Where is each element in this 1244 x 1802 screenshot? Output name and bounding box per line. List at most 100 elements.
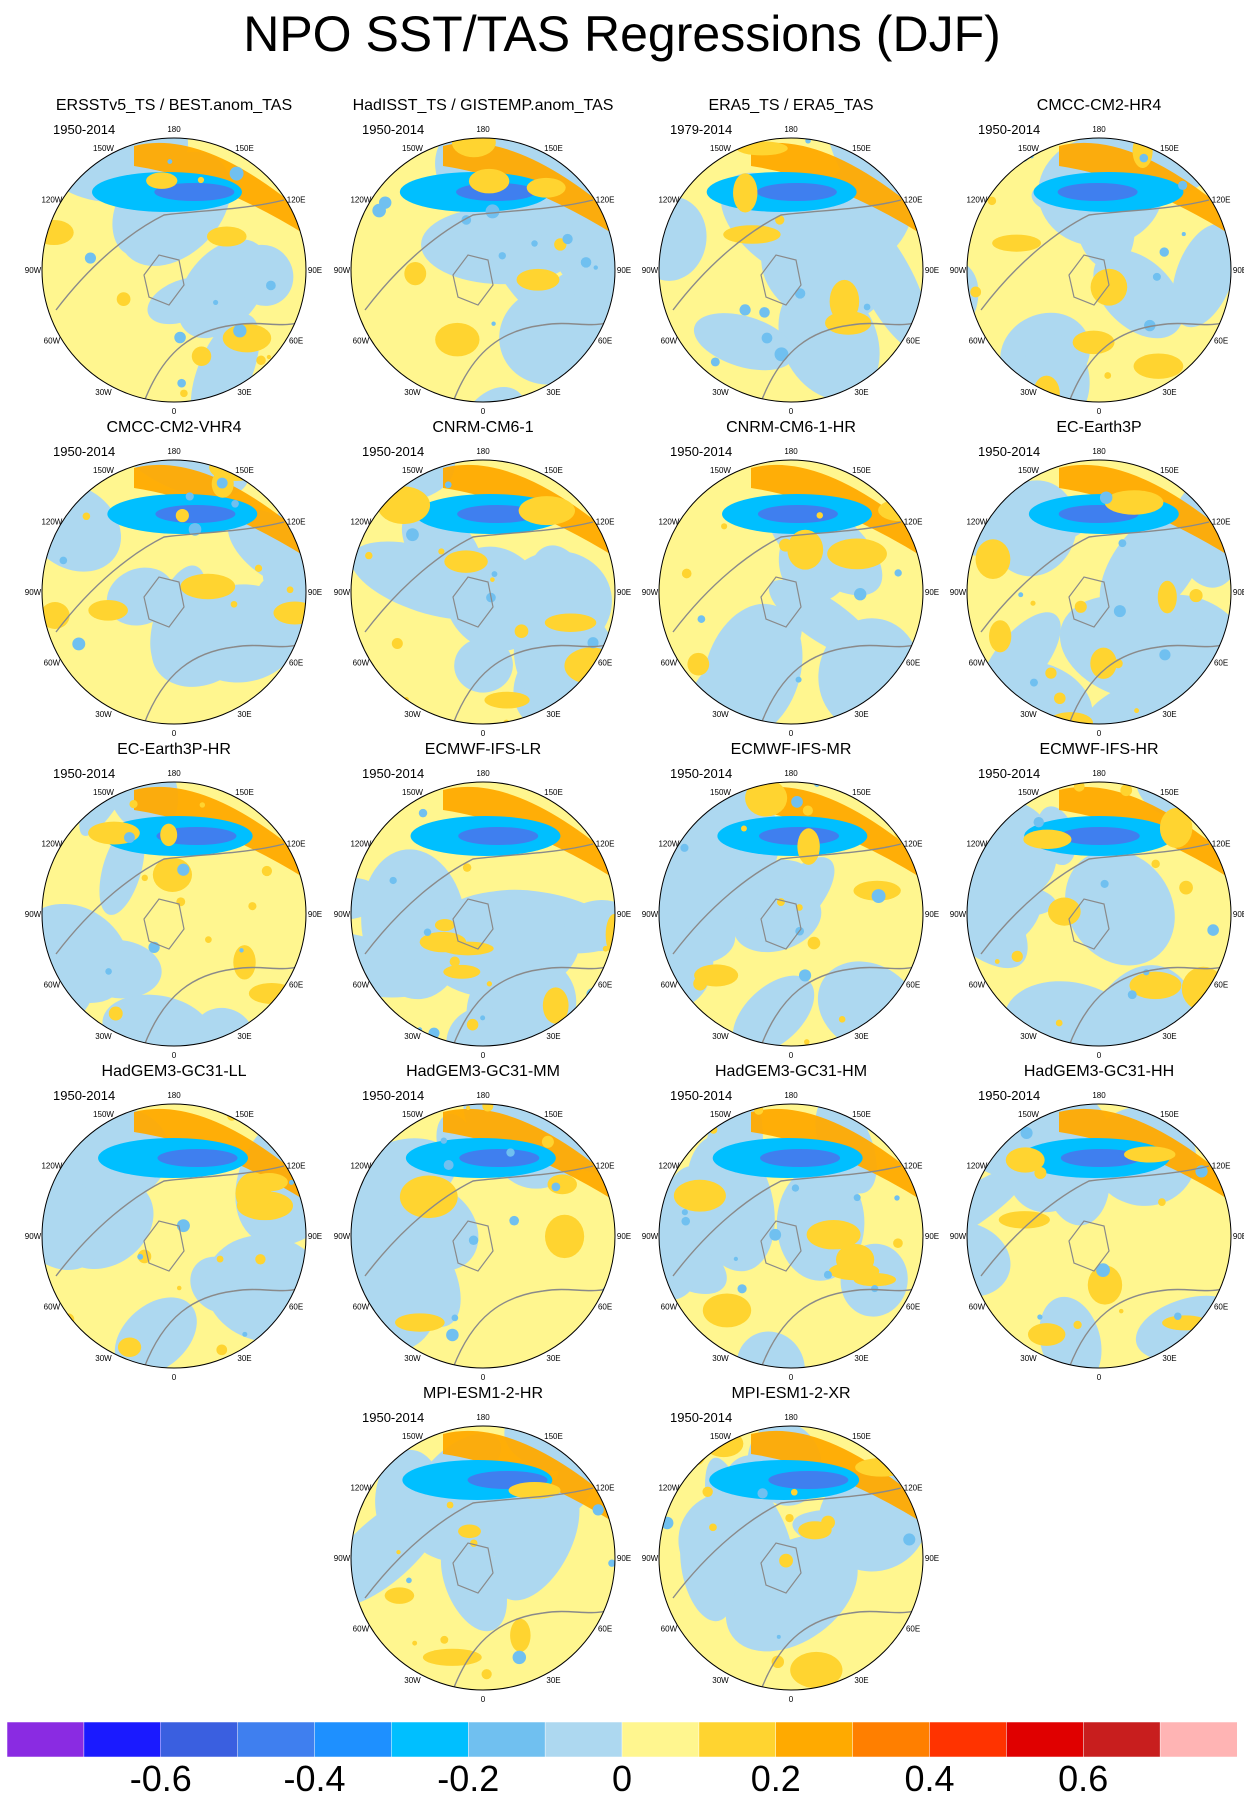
map-panel: CNRM-CM6-1 180 150E 120E 90E 60E 30E 0 30W 60W 90W… — [333, 418, 633, 740]
longitude-label: 90W — [642, 1232, 659, 1241]
colorbar-cell — [83, 1721, 162, 1758]
colorbar-cell — [6, 1721, 85, 1758]
anomaly-field — [42, 1104, 306, 1368]
longitude-label: 120E — [287, 840, 306, 849]
longitude-label: 30W — [712, 1032, 729, 1041]
panel-title: HadGEM3-GC31-LL — [101, 1063, 247, 1080]
longitude-label: 60E — [598, 659, 612, 668]
longitude-label: 120E — [1212, 840, 1231, 849]
anomaly-field — [967, 138, 1231, 402]
panel-title: MPI-ESM1-2-HR — [422, 1385, 543, 1402]
longitude-label: 30E — [854, 1676, 868, 1685]
longitude-label: 90W — [25, 588, 42, 597]
polar-map: 180 150E 120E 90E 60E 30E 0 30W 60W 90W 120W 150W — [642, 125, 939, 416]
longitude-label: 0 — [481, 1695, 486, 1704]
longitude-label: 180 — [167, 447, 181, 456]
longitude-label: 60E — [598, 1303, 612, 1312]
longitude-label: 90E — [308, 588, 322, 597]
panel-period: 1950-2014 — [362, 766, 425, 781]
longitude-label: 150W — [710, 144, 731, 153]
longitude-label: 0 — [789, 729, 794, 738]
polar-map: 180 150E 120E 90E 60E 30E 0 30W 60W 90W 120W 150W — [642, 1413, 939, 1704]
longitude-label: 120E — [287, 196, 306, 205]
longitude-label: 60W — [44, 981, 61, 990]
longitude-label: 180 — [167, 769, 181, 778]
panel-period: 1950-2014 — [670, 766, 733, 781]
map-panel: ERA5_TS / ERA5_TAS 180 150E 120E 90E 60E 30E 0 3… — [641, 96, 941, 418]
longitude-label: 30E — [237, 388, 251, 397]
longitude-label: 180 — [476, 1091, 490, 1100]
anomaly-field — [967, 460, 1231, 724]
colorbar-cell — [1083, 1721, 1161, 1758]
longitude-label: 90W — [950, 588, 967, 597]
longitude-label: 120W — [41, 1162, 62, 1171]
anomaly-field — [659, 138, 923, 402]
polar-map: 180 150E 120E 90E 60E 30E 0 30W 60W 90W 120W 150W — [25, 447, 322, 738]
panel-title: ERA5_TS / ERA5_TAS — [708, 97, 874, 114]
longitude-label: 150W — [1018, 144, 1039, 153]
longitude-label: 0 — [172, 1051, 177, 1060]
longitude-label: 30E — [1162, 710, 1176, 719]
longitude-label: 30W — [1020, 710, 1037, 719]
map-panel: EC-Earth3P-HR 180 150E 120E 90E 60E 30E 0 30W 60W… — [24, 740, 324, 1062]
longitude-label: 150W — [93, 788, 114, 797]
longitude-label: 60E — [289, 981, 303, 990]
panel-title: ECMWF-IFS-LR — [424, 741, 542, 758]
longitude-label: 60W — [353, 1625, 370, 1634]
panel-period: 1950-2014 — [362, 122, 425, 137]
panel-period: 1950-2014 — [670, 1088, 733, 1103]
longitude-label: 120E — [1212, 1162, 1231, 1171]
panel-title: CNRM-CM6-1 — [432, 419, 534, 436]
longitude-label: 0 — [481, 407, 486, 416]
longitude-label: 90E — [1233, 266, 1244, 275]
longitude-label: 150E — [852, 1432, 871, 1441]
panel-period: 1950-2014 — [53, 1088, 116, 1103]
longitude-label: 180 — [476, 125, 490, 134]
longitude-label: 150W — [1018, 1110, 1039, 1119]
longitude-label: 120E — [596, 196, 615, 205]
longitude-label: 120W — [350, 1484, 371, 1493]
panel-period: 1950-2014 — [362, 1410, 425, 1425]
longitude-label: 150W — [402, 1110, 423, 1119]
map-panel: HadISST_TS / GISTEMP.anom_TAS 180 150E 120E… — [333, 96, 633, 418]
anomaly-field — [967, 1104, 1231, 1368]
map-panel: CMCC-CM2-VHR4 180 150E 120E 90E 60E 30E 0 30W 60W… — [24, 418, 324, 740]
longitude-label: 60E — [906, 1303, 920, 1312]
longitude-label: 90W — [642, 1554, 659, 1563]
longitude-label: 30E — [546, 1032, 560, 1041]
longitude-label: 30W — [404, 1032, 421, 1041]
polar-map: 180 150E 120E 90E 60E 30E 0 30W 60W 90W 120W 150W — [950, 1091, 1244, 1382]
longitude-label: 120E — [596, 840, 615, 849]
polar-map: 180 150E 120E 90E 60E 30E 0 30W 60W 90W 120W 150W — [642, 769, 939, 1060]
longitude-label: 0 — [789, 407, 794, 416]
longitude-label: 60W — [44, 659, 61, 668]
longitude-label: 0 — [1097, 729, 1102, 738]
panel-period: 1950-2014 — [670, 1410, 733, 1425]
longitude-label: 60W — [44, 337, 61, 346]
longitude-label: 90E — [1233, 910, 1244, 919]
longitude-label: 120E — [904, 1162, 923, 1171]
longitude-label: 60W — [661, 1303, 678, 1312]
colorbar-tick-label: 0.6 — [1058, 1758, 1109, 1799]
longitude-label: 30E — [546, 710, 560, 719]
longitude-label: 180 — [784, 125, 798, 134]
longitude-label: 30W — [404, 1354, 421, 1363]
longitude-label: 60E — [1214, 337, 1228, 346]
map-panel: ECMWF-IFS-HR 180 150E 120E 90E 60E 30E 0 30W 60W 9… — [949, 740, 1244, 1062]
longitude-label: 60W — [353, 1303, 370, 1312]
longitude-label: 90E — [1233, 1232, 1244, 1241]
longitude-label: 60W — [353, 659, 370, 668]
longitude-label: 150E — [852, 788, 871, 797]
longitude-label: 90W — [334, 1554, 351, 1563]
colorbar-cell — [1006, 1721, 1085, 1758]
longitude-label: 30W — [404, 1676, 421, 1685]
longitude-label: 180 — [1092, 447, 1106, 456]
polar-map: 180 150E 120E 90E 60E 30E 0 30W 60W 90W 120W 150W — [25, 769, 322, 1060]
longitude-label: 0 — [1097, 1051, 1102, 1060]
longitude-label: 90W — [642, 266, 659, 275]
longitude-label: 120E — [596, 518, 615, 527]
longitude-label: 120W — [658, 196, 679, 205]
panel-period: 1950-2014 — [53, 122, 116, 137]
longitude-label: 60E — [906, 1625, 920, 1634]
longitude-label: 150E — [1160, 144, 1179, 153]
